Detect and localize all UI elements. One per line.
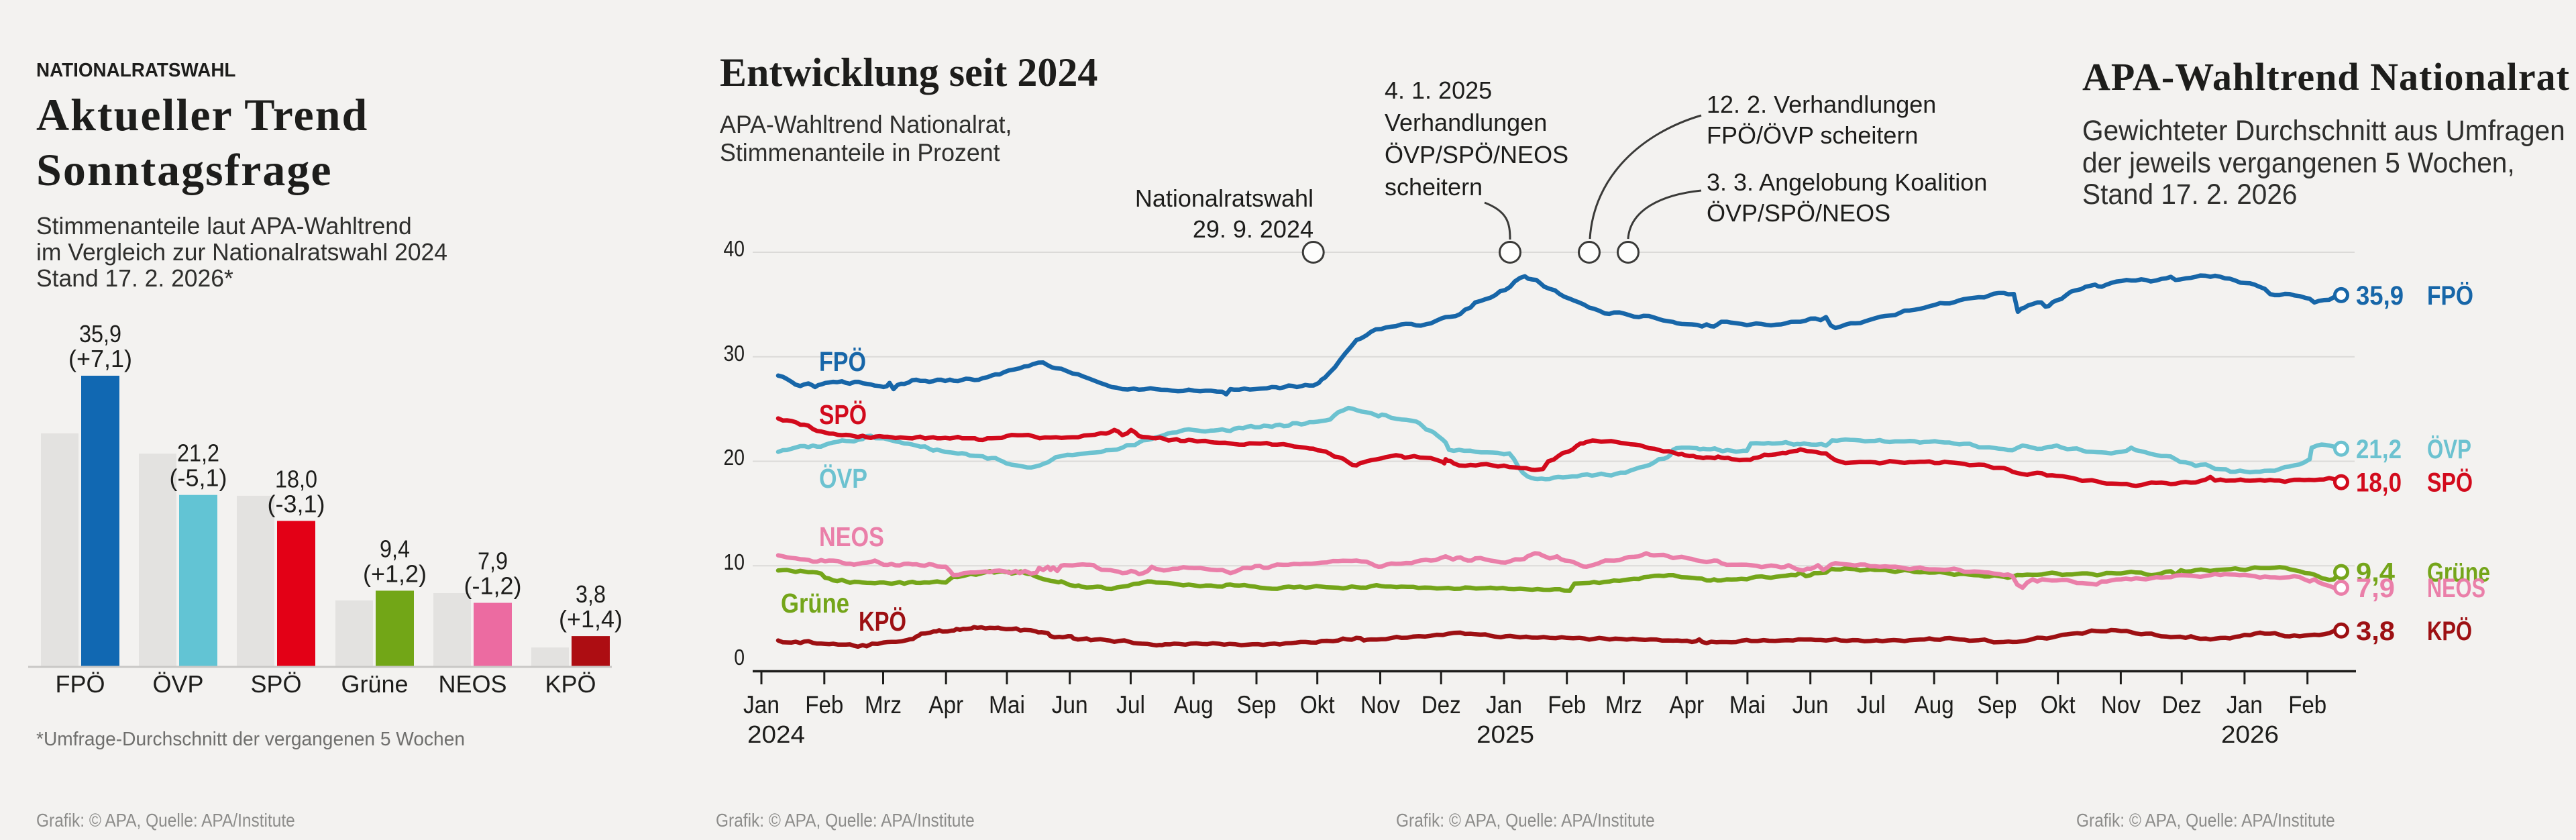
svg-text:Mrz: Mrz xyxy=(1605,691,1642,719)
svg-text:(+1,4): (+1,4) xyxy=(559,605,623,633)
svg-text:KPÖ: KPÖ xyxy=(2427,616,2472,646)
svg-text:Sep: Sep xyxy=(1977,691,2017,719)
svg-text:40: 40 xyxy=(724,236,745,261)
svg-text:7,9: 7,9 xyxy=(478,547,508,575)
svg-text:Jul: Jul xyxy=(1857,691,1886,719)
svg-text:NEOS: NEOS xyxy=(438,670,506,698)
svg-text:Feb: Feb xyxy=(2288,691,2326,719)
svg-text:18,0: 18,0 xyxy=(275,465,317,492)
svg-text:Sep: Sep xyxy=(1237,691,1277,719)
svg-text:9,4: 9,4 xyxy=(380,535,410,562)
svg-text:SPÖ: SPÖ xyxy=(819,399,867,430)
svg-text:Okt: Okt xyxy=(1300,691,1336,719)
svg-text:35,9: 35,9 xyxy=(79,320,121,348)
svg-text:21,2: 21,2 xyxy=(2356,435,2402,464)
svg-text:20: 20 xyxy=(724,445,745,470)
svg-text:Grüne: Grüne xyxy=(2427,558,2490,588)
svg-text:Dez: Dez xyxy=(1421,691,1461,719)
svg-text:Verhandlungen: Verhandlungen xyxy=(1385,109,1547,136)
svg-text:3,8: 3,8 xyxy=(576,580,606,608)
svg-text:NEOS: NEOS xyxy=(819,521,884,552)
svg-text:Mai: Mai xyxy=(1729,691,1766,719)
svg-text:Apr: Apr xyxy=(928,691,963,719)
svg-text:Nov: Nov xyxy=(2101,691,2141,719)
svg-text:SPÖ: SPÖ xyxy=(2427,468,2473,498)
svg-text:Mrz: Mrz xyxy=(865,691,902,719)
svg-text:35,9: 35,9 xyxy=(2356,281,2404,311)
svg-text:30: 30 xyxy=(724,341,745,366)
svg-text:(+1,2): (+1,2) xyxy=(363,560,427,587)
svg-text:0: 0 xyxy=(734,645,745,670)
svg-text:7,9: 7,9 xyxy=(2356,574,2395,603)
svg-text:Grüne: Grüne xyxy=(781,588,849,619)
svg-text:FPÖ: FPÖ xyxy=(2427,280,2473,311)
svg-text:Grüne: Grüne xyxy=(341,670,408,698)
svg-text:Jul: Jul xyxy=(1116,691,1145,719)
svg-text:ÖVP: ÖVP xyxy=(2427,434,2471,464)
svg-text:29. 9. 2024: 29. 9. 2024 xyxy=(1193,215,1313,243)
svg-text:ÖVP: ÖVP xyxy=(152,670,203,698)
svg-text:9,4: 9,4 xyxy=(2356,558,2396,588)
svg-text:(-1,2): (-1,2) xyxy=(464,572,521,600)
svg-text:Aug: Aug xyxy=(1915,691,1954,719)
svg-text:Dez: Dez xyxy=(2162,691,2202,719)
svg-text:Feb: Feb xyxy=(1548,691,1586,719)
svg-text:Aug: Aug xyxy=(1174,691,1214,719)
svg-text:2024: 2024 xyxy=(747,721,805,748)
svg-text:Feb: Feb xyxy=(805,691,843,719)
svg-text:(+7,1): (+7,1) xyxy=(68,345,132,372)
svg-text:(-5,1): (-5,1) xyxy=(169,464,227,492)
svg-text:Nationalratswahl: Nationalratswahl xyxy=(1135,185,1313,212)
svg-text:(-3,1): (-3,1) xyxy=(267,490,325,517)
svg-text:Jun: Jun xyxy=(1052,691,1088,719)
svg-text:Mai: Mai xyxy=(989,691,1025,719)
svg-text:2026: 2026 xyxy=(2221,721,2279,748)
svg-text:2025: 2025 xyxy=(1477,721,1534,748)
svg-text:10: 10 xyxy=(724,549,745,574)
svg-text:ÖVP/SPÖ/NEOS: ÖVP/SPÖ/NEOS xyxy=(1707,199,1890,227)
svg-text:Apr: Apr xyxy=(1669,691,1704,719)
svg-text:21,2: 21,2 xyxy=(177,439,219,467)
svg-text:FPÖ: FPÖ xyxy=(55,670,105,698)
svg-text:12. 2. Verhandlungen: 12. 2. Verhandlungen xyxy=(1707,91,1936,118)
svg-text:FPÖ/ÖVP scheitern: FPÖ/ÖVP scheitern xyxy=(1707,121,1918,149)
svg-text:Jan: Jan xyxy=(2226,691,2263,719)
svg-text:4. 1. 2025: 4. 1. 2025 xyxy=(1385,76,1492,104)
svg-text:Jan: Jan xyxy=(743,691,780,719)
svg-text:3. 3. Angelobung Koalition: 3. 3. Angelobung Koalition xyxy=(1707,168,1987,196)
svg-text:3,8: 3,8 xyxy=(2356,617,2395,646)
svg-text:ÖVP: ÖVP xyxy=(819,463,867,494)
svg-text:Nov: Nov xyxy=(1360,691,1400,719)
svg-text:KPÖ: KPÖ xyxy=(859,606,906,637)
svg-text:scheitern: scheitern xyxy=(1385,173,1483,201)
svg-text:SPÖ: SPÖ xyxy=(250,670,301,698)
svg-text:KPÖ: KPÖ xyxy=(545,670,596,698)
svg-text:Okt: Okt xyxy=(2041,691,2076,719)
svg-text:Jan: Jan xyxy=(1486,691,1522,719)
svg-text:Jun: Jun xyxy=(1792,691,1829,719)
svg-text:ÖVP/SPÖ/NEOS: ÖVP/SPÖ/NEOS xyxy=(1385,141,1568,168)
svg-text:FPÖ: FPÖ xyxy=(819,346,866,377)
svg-text:NEOS: NEOS xyxy=(2427,574,2485,603)
svg-text:18,0: 18,0 xyxy=(2356,468,2402,498)
